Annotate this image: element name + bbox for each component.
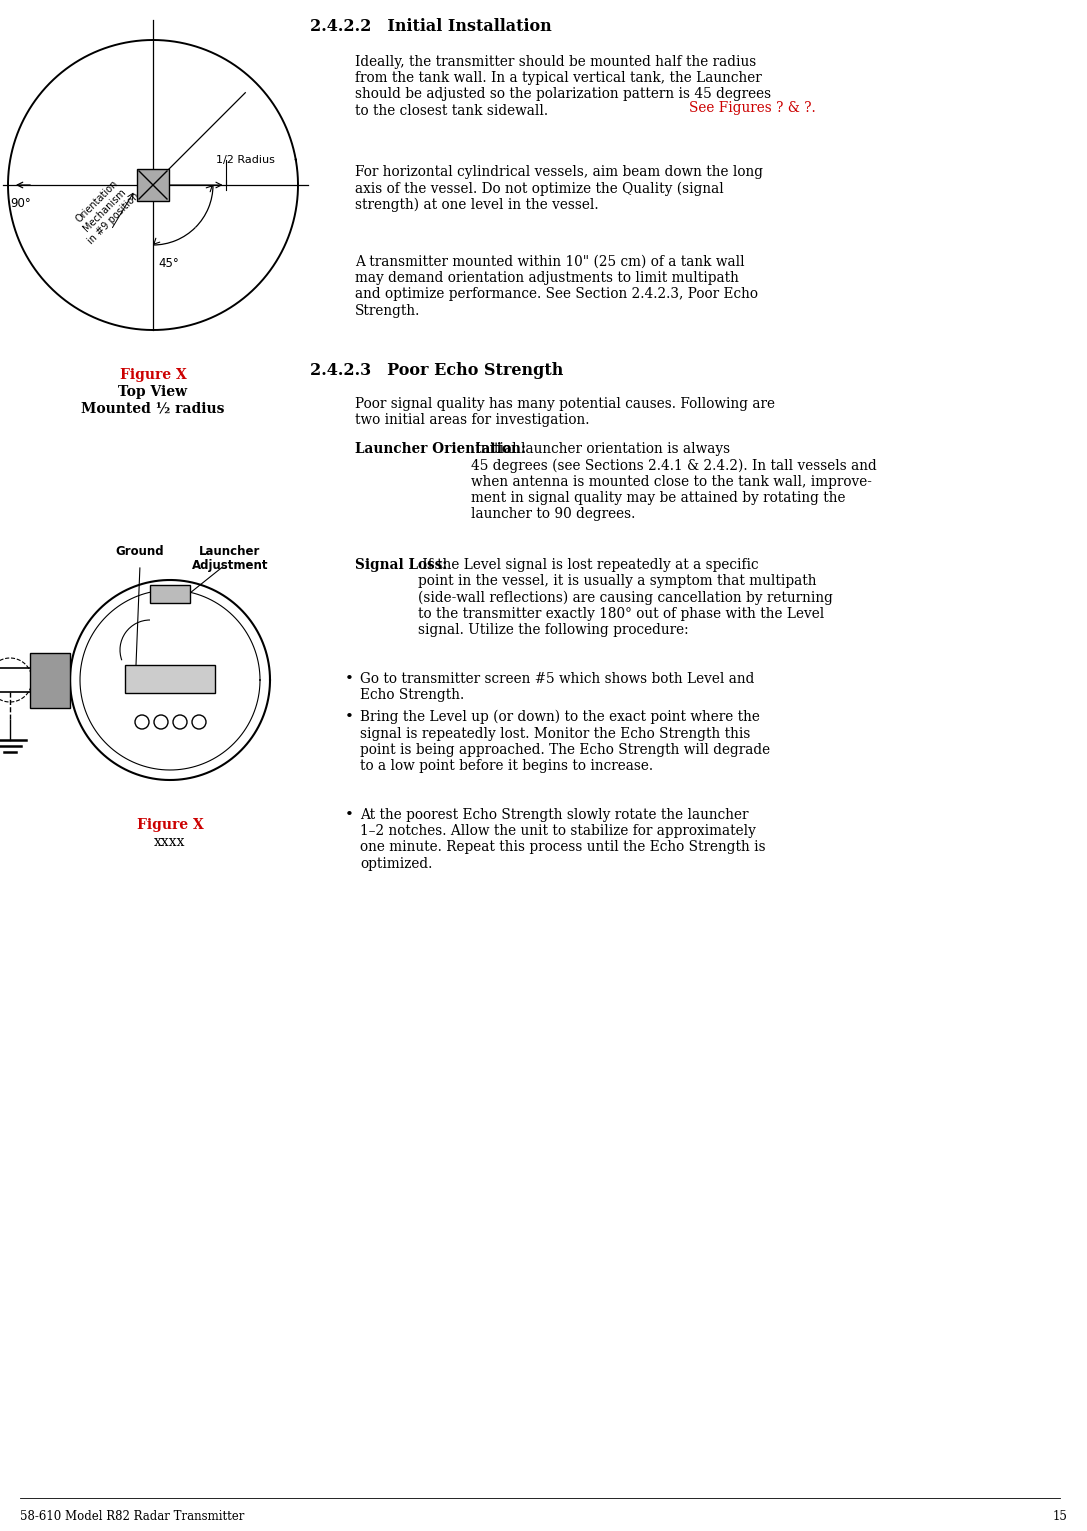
Text: Ideally, the transmitter should be mounted half the radius
from the tank wall. I: Ideally, the transmitter should be mount… [355, 55, 771, 118]
Circle shape [173, 715, 187, 729]
Text: Bring the Level up (or down) to the exact point where the
signal is repeatedly l: Bring the Level up (or down) to the exac… [360, 710, 770, 773]
Text: 58-610 Model R82 Radar Transmitter: 58-610 Model R82 Radar Transmitter [20, 1510, 245, 1523]
Text: Launcher: Launcher [199, 545, 261, 557]
Text: See Figures ? & ?.: See Figures ? & ?. [689, 101, 815, 115]
Text: At the poorest Echo Strength slowly rotate the launcher
1–2 notches. Allow the u: At the poorest Echo Strength slowly rota… [360, 808, 765, 871]
Text: •: • [345, 808, 354, 822]
Text: Figure X: Figure X [120, 367, 186, 383]
Bar [30, 652, 70, 707]
Text: 15: 15 [1052, 1510, 1067, 1523]
Text: 45°: 45° [158, 257, 178, 269]
Text: 1/2 Radius: 1/2 Radius [215, 155, 274, 165]
Circle shape [192, 715, 207, 729]
Text: Initial launcher orientation is always
45 degrees (see Sections 2.4.1 & 2.4.2). : Initial launcher orientation is always 4… [471, 442, 877, 521]
Bar [137, 168, 168, 201]
Circle shape [154, 715, 168, 729]
Text: Poor signal quality has many potential causes. Following are
two initial areas f: Poor signal quality has many potential c… [355, 397, 775, 427]
Text: xxxx: xxxx [154, 834, 186, 850]
Text: 2.4.2.3  Poor Echo Strength: 2.4.2.3 Poor Echo Strength [310, 361, 563, 380]
Text: •: • [345, 710, 354, 724]
Text: Top View: Top View [118, 384, 188, 400]
Text: Adjustment: Adjustment [191, 559, 268, 573]
Text: 2.4.2.2  Initial Installation: 2.4.2.2 Initial Installation [310, 18, 552, 35]
Text: Launcher Orientation:: Launcher Orientation: [355, 442, 526, 456]
Circle shape [135, 715, 149, 729]
Bar [125, 664, 215, 694]
Text: A transmitter mounted within 10" (25 cm) of a tank wall
may demand orientation a: A transmitter mounted within 10" (25 cm)… [355, 256, 758, 317]
Text: Signal Loss:: Signal Loss: [355, 557, 447, 573]
Bar [150, 585, 190, 603]
Text: Go to transmitter screen #5 which shows both Level and
Echo Strength.: Go to transmitter screen #5 which shows … [360, 672, 754, 703]
Text: 90°: 90° [10, 197, 30, 210]
Text: For horizontal cylindrical vessels, aim beam down the long
axis of the vessel. D: For horizontal cylindrical vessels, aim … [355, 165, 763, 213]
Text: Ground: Ground [115, 545, 164, 557]
Text: Figure X: Figure X [137, 818, 203, 831]
Text: Orientation
Mechanism
in #9 position: Orientation Mechanism in #9 position [70, 175, 141, 246]
Text: Mounted ½ radius: Mounted ½ radius [82, 401, 225, 415]
Text: If the Level signal is lost repeatedly at a specific
point in the vessel, it is : If the Level signal is lost repeatedly a… [418, 557, 833, 637]
Text: •: • [345, 672, 354, 686]
